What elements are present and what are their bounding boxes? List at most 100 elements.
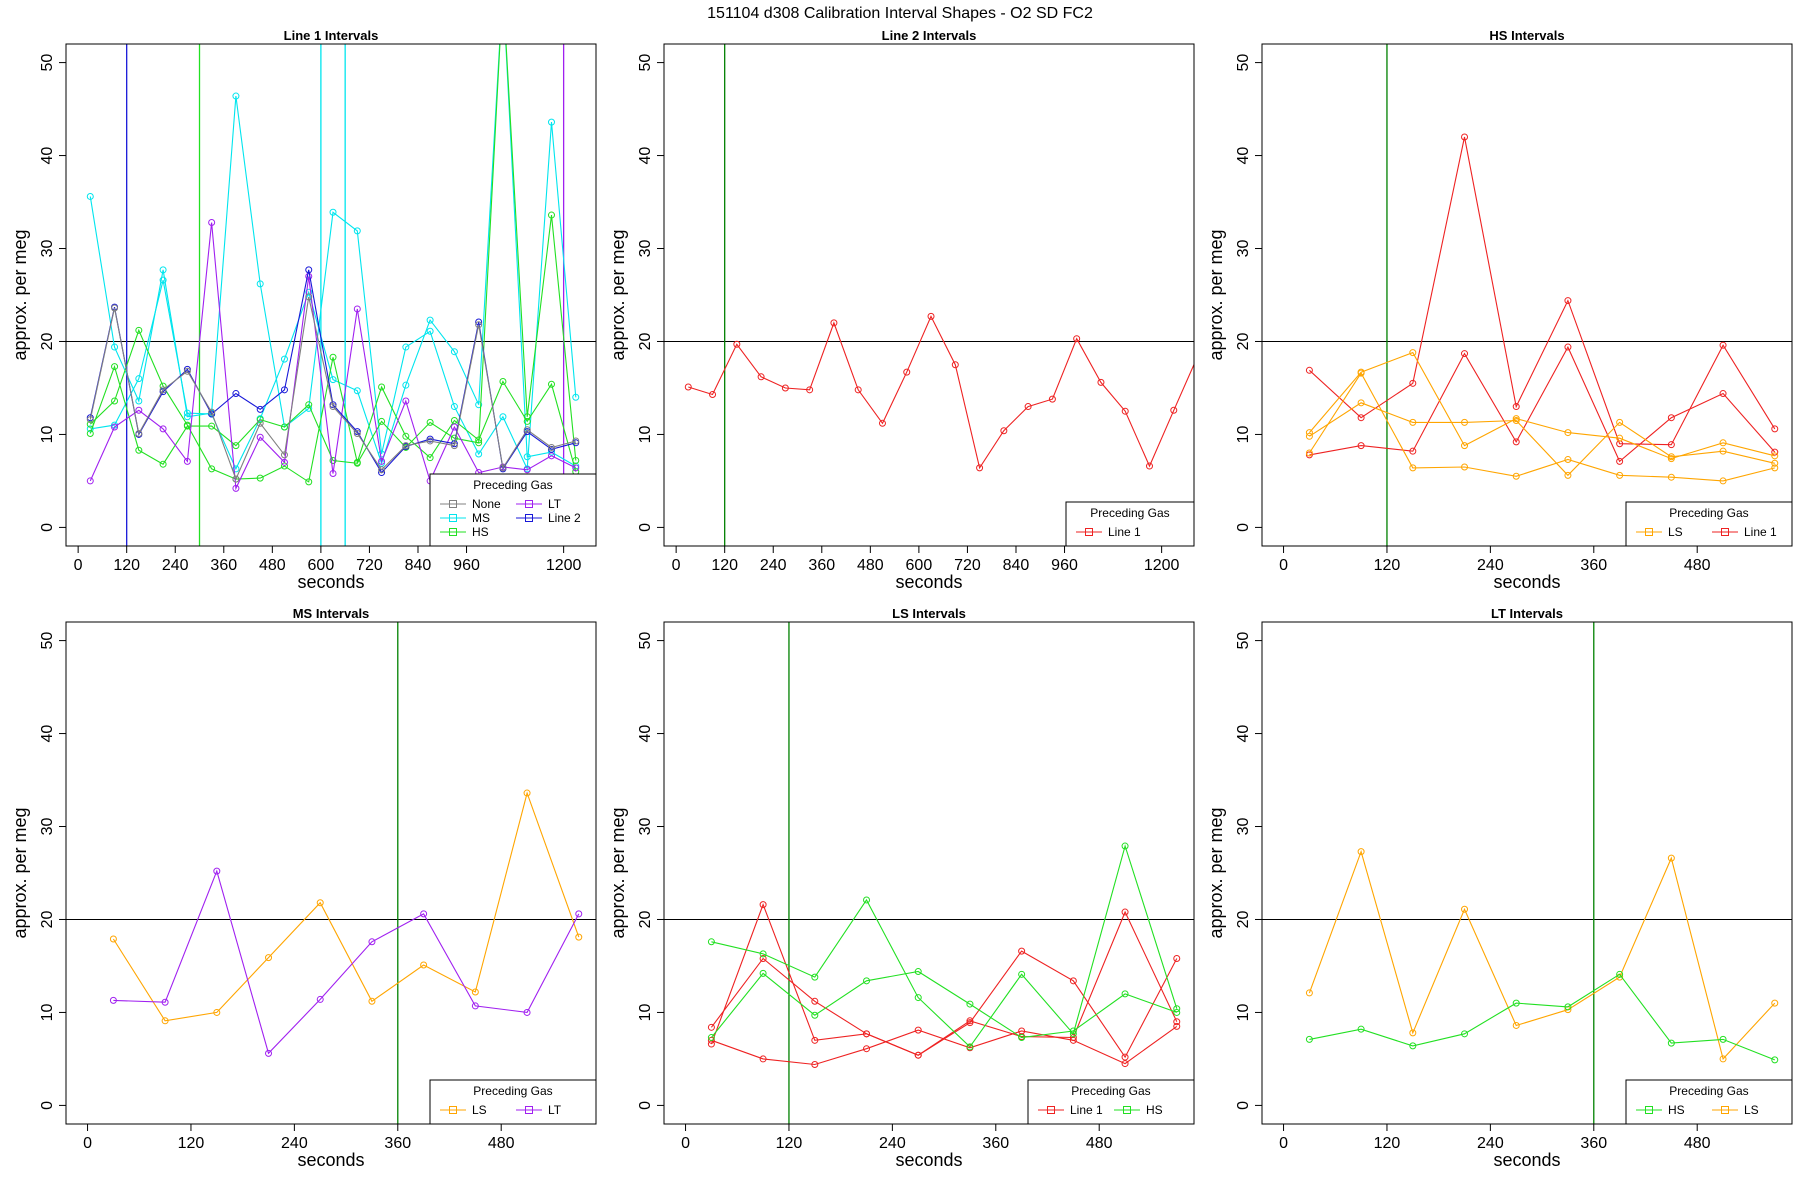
data-point [161,998,169,1006]
data-point [1461,442,1469,450]
series-line-ls [1308,372,1775,482]
data-point [1305,432,1313,440]
x-tick-label: 480 [259,557,286,574]
data-point [353,227,361,235]
panel-title: LT Intervals [1491,606,1563,621]
x-tick-label: 0 [83,1135,92,1152]
legend-entry-label: LS [472,1103,487,1117]
y-axis-label: approx. per meg [10,229,30,360]
y-tick-label: 50 [39,54,56,72]
series-line-line-1 [711,1025,1178,1066]
legend-box [1027,1079,1195,1125]
data-point [420,961,428,969]
data-point [878,419,886,427]
data-point [183,409,191,417]
x-tick-label: 480 [857,557,884,574]
legend: Preceding Gas None LT MS Line 2 HS [429,473,597,547]
x-tick-label: 120 [1374,557,1401,574]
data-point [368,938,376,946]
legend-swatch-marker [449,514,457,522]
data-point [759,901,767,909]
y-tick-label: 0 [637,523,654,532]
data-point [109,996,117,1004]
data-point [759,1055,767,1063]
data-point [161,1017,169,1025]
data-point [1564,429,1572,437]
data-point [183,422,191,430]
data-point [733,340,741,348]
data-point [914,994,922,1002]
data-point [329,403,337,411]
data-point [1409,447,1417,455]
data-point [830,319,838,327]
data-point [475,321,483,329]
series-line-line-1 [710,910,1178,1056]
data-point [1357,848,1365,856]
data-point [1000,427,1008,435]
panel-0: Line 1 Intervals 0 120 240 360 480 600 720 840 96… [10,28,597,592]
legend-title: Preceding Gas [1090,506,1169,520]
data-point [547,452,555,460]
legend-entry-label: LT [548,497,562,511]
data-point [1305,451,1313,459]
x-tick-label: 360 [1580,557,1607,574]
data-point [368,997,376,1005]
x-tick-label: 480 [488,1135,515,1152]
series-group [1305,848,1779,1064]
legend-entry-label: LS [1668,525,1683,539]
legend-entry-label: Line 2 [548,511,581,525]
data-point [709,390,717,398]
data-point [450,440,458,448]
data-point [159,425,167,433]
data-point [1069,1027,1077,1035]
data-point [572,464,580,472]
y-tick-label: 0 [1235,523,1252,532]
data-point [402,442,410,450]
data-point [232,465,240,473]
data-point [1512,438,1520,446]
data-point [547,443,555,451]
data-point [353,387,361,395]
series-line-ls [1308,849,1776,1061]
data-point [707,1040,715,1048]
data-point [208,410,216,418]
data-point [86,192,94,200]
y-tick-label: 10 [637,1003,654,1021]
data-point [1461,463,1469,471]
y-tick-label: 30 [39,818,56,836]
data-point [1048,395,1056,403]
x-tick-label: 240 [1477,557,1504,574]
data-point [1121,1060,1129,1068]
y-tick-label: 30 [39,240,56,258]
data-point [280,386,288,394]
data-point [1771,999,1779,1007]
data-point [759,969,767,977]
data-point [426,437,434,445]
data-point [1719,1055,1727,1063]
data-point [426,454,434,462]
legend-swatch-marker [1645,1106,1653,1114]
panel-title: LS Intervals [892,606,966,621]
x-tick-label: 240 [281,1135,308,1152]
data-point [305,478,313,486]
data-point [329,376,337,384]
data-point [256,280,264,288]
data-point [1719,1035,1727,1043]
data-point [86,416,94,424]
x-tick-label: 1200 [546,557,582,574]
panel-title: HS Intervals [1489,28,1564,43]
data-point [208,218,216,226]
data-point [966,1043,974,1051]
series-line-hs [89,328,577,483]
data-point [1409,464,1417,472]
data-point [305,288,313,296]
legend-entry-label: MS [472,511,490,525]
data-point [159,388,167,396]
data-point [1409,1029,1417,1037]
y-tick-label: 10 [39,425,56,443]
legend: Preceding Gas Line 1 HS [1027,1079,1195,1125]
legend: Preceding Gas HS LS [1625,1079,1793,1125]
data-point [256,405,264,413]
data-point [863,1045,871,1053]
legend-entry-label: Line 1 [1744,525,1777,539]
